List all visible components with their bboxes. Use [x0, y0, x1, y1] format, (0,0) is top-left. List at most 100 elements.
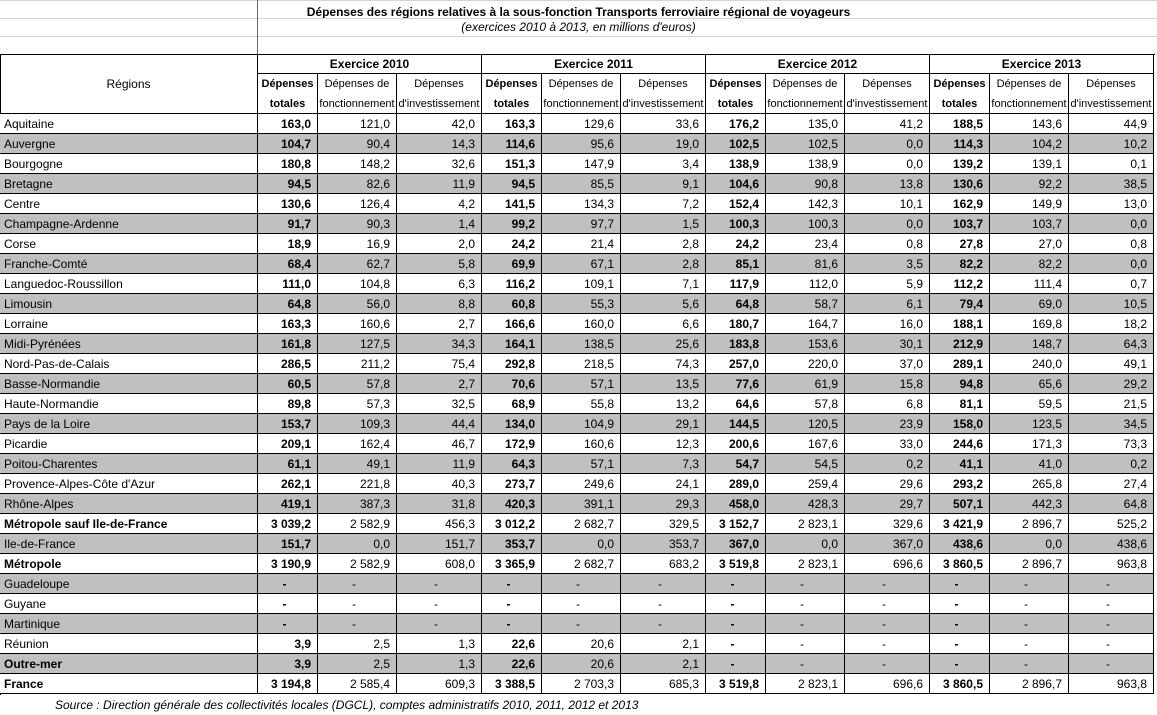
value-cell: 56,0	[318, 294, 397, 314]
value-cell: 158,0	[930, 414, 990, 434]
column-header: fonctionnement	[542, 94, 621, 114]
value-cell: 55,3	[542, 294, 621, 314]
value-cell: 180,7	[706, 314, 766, 334]
source-note: Source : Direction générale des collecti…	[55, 698, 639, 712]
value-cell: -	[258, 594, 318, 614]
column-header: d'investissement	[845, 94, 930, 114]
value-cell: -	[930, 594, 990, 614]
region-cell: Midi-Pyrénées	[0, 334, 258, 354]
value-cell: -	[766, 574, 845, 594]
value-cell: 152,4	[706, 194, 766, 214]
value-cell: 21,4	[542, 234, 621, 254]
value-cell: 44,9	[1069, 114, 1154, 134]
value-cell: 16,9	[318, 234, 397, 254]
value-cell: 138,9	[706, 154, 766, 174]
value-cell: 507,1	[930, 494, 990, 514]
value-cell: 292,8	[482, 354, 542, 374]
region-cell: Centre	[0, 194, 258, 214]
value-cell: 163,3	[482, 114, 542, 134]
region-cell: France	[0, 674, 258, 694]
value-cell: 60,5	[258, 374, 318, 394]
subtitle: (exercices 2010 à 2013, en millions d'eu…	[461, 20, 696, 34]
region-cell: Métropole	[0, 554, 258, 574]
value-cell: 102,5	[706, 134, 766, 154]
value-cell: 15,8	[845, 374, 930, 394]
value-cell: -	[706, 614, 766, 634]
value-cell: 3,9	[258, 634, 318, 654]
value-cell: 99,2	[482, 214, 542, 234]
value-cell: 103,7	[930, 214, 990, 234]
region-header: Régions	[0, 55, 258, 114]
value-cell: -	[1069, 654, 1154, 674]
value-cell: 2 823,1	[766, 674, 845, 694]
value-cell: 151,3	[482, 154, 542, 174]
value-cell: 114,3	[930, 134, 990, 154]
region-cell: Champagne-Ardenne	[0, 214, 258, 234]
column-header: totales	[930, 94, 990, 114]
value-cell: -	[990, 594, 1069, 614]
region-cell: Basse-Normandie	[0, 374, 258, 394]
value-cell: 135,0	[766, 114, 845, 134]
value-cell: 54,7	[706, 454, 766, 474]
value-cell: 289,1	[930, 354, 990, 374]
value-cell: 68,4	[258, 254, 318, 274]
value-cell: 367,0	[845, 534, 930, 554]
sheet-row	[0, 36, 1157, 55]
value-cell: -	[318, 614, 397, 634]
value-cell: 20,6	[542, 634, 621, 654]
value-cell: 3 519,8	[706, 554, 766, 574]
region-cell: Métropole sauf Ile-de-France	[0, 514, 258, 534]
value-cell: 58,7	[766, 294, 845, 314]
value-cell: 3 039,2	[258, 514, 318, 534]
value-cell: 265,8	[990, 474, 1069, 494]
value-cell: 104,2	[990, 134, 1069, 154]
value-cell: 419,1	[258, 494, 318, 514]
value-cell: -	[621, 574, 706, 594]
value-cell: 100,3	[706, 214, 766, 234]
value-cell: 129,6	[542, 114, 621, 134]
value-cell: 3 860,5	[930, 674, 990, 694]
region-cell: Réunion	[0, 634, 258, 654]
value-cell: 2,0	[397, 234, 482, 254]
value-cell: 2,1	[621, 654, 706, 674]
value-cell: 0,1	[1069, 154, 1154, 174]
value-cell: 220,0	[766, 354, 845, 374]
value-cell: 30,1	[845, 334, 930, 354]
value-cell: 183,8	[706, 334, 766, 354]
value-cell: 102,5	[766, 134, 845, 154]
year-header: Exercice 2010	[258, 55, 482, 74]
value-cell: 61,1	[258, 454, 318, 474]
value-cell: 82,2	[990, 254, 1069, 274]
value-cell: -	[397, 614, 482, 634]
region-cell: Corse	[0, 234, 258, 254]
value-cell: 59,5	[990, 394, 1069, 414]
value-cell: 5,9	[845, 274, 930, 294]
value-cell: 7,1	[621, 274, 706, 294]
value-cell: 212,9	[930, 334, 990, 354]
value-cell: 24,1	[621, 474, 706, 494]
value-cell: 151,7	[258, 534, 318, 554]
value-cell: -	[706, 594, 766, 614]
value-cell: 64,3	[1069, 334, 1154, 354]
value-cell: 160,6	[542, 434, 621, 454]
region-cell: Rhône-Alpes	[0, 494, 258, 514]
region-cell: Picardie	[0, 434, 258, 454]
value-cell: 32,6	[397, 154, 482, 174]
value-cell: 259,4	[766, 474, 845, 494]
region-cell: Aquitaine	[0, 114, 258, 134]
value-cell: 42,0	[397, 114, 482, 134]
value-cell: 3 190,9	[258, 554, 318, 574]
value-cell: 608,0	[397, 554, 482, 574]
value-cell: 171,3	[990, 434, 1069, 454]
value-cell: 27,0	[990, 234, 1069, 254]
value-cell: 6,8	[845, 394, 930, 414]
value-cell: 67,1	[542, 254, 621, 274]
value-cell: -	[318, 594, 397, 614]
value-cell: 29,1	[621, 414, 706, 434]
value-cell: 4,2	[397, 194, 482, 214]
value-cell: 0,0	[845, 134, 930, 154]
value-cell: 2 682,7	[542, 514, 621, 534]
value-cell: 19,0	[621, 134, 706, 154]
value-cell: 148,7	[990, 334, 1069, 354]
value-cell: 525,2	[1069, 514, 1154, 534]
